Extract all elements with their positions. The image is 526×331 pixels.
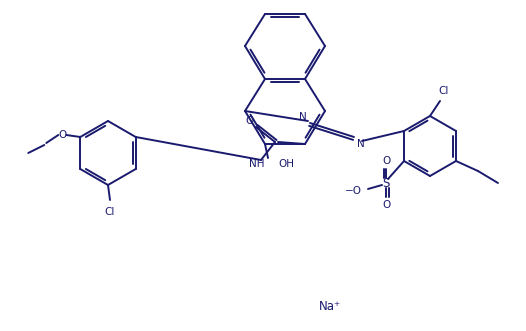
Text: Na⁺: Na⁺ [319, 300, 341, 312]
Text: N: N [357, 139, 365, 149]
Text: O: O [382, 156, 390, 166]
Text: S: S [382, 176, 390, 190]
Text: Cl: Cl [439, 86, 449, 96]
Text: N: N [299, 112, 307, 122]
Text: OH: OH [278, 159, 294, 169]
Text: O: O [246, 116, 254, 126]
Text: NH: NH [249, 159, 265, 169]
Text: Cl: Cl [105, 207, 115, 217]
Text: O: O [382, 200, 390, 210]
Text: O: O [58, 130, 66, 140]
Text: −O: −O [345, 186, 362, 196]
